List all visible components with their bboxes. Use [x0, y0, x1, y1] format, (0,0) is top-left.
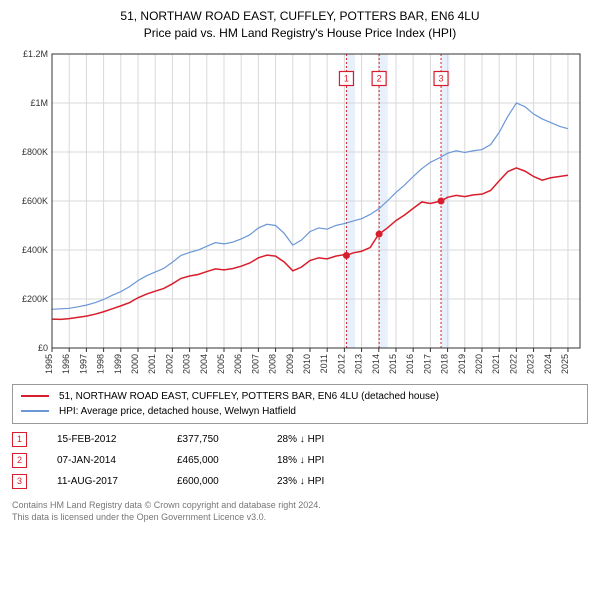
svg-text:2003: 2003 [182, 354, 192, 374]
svg-text:1997: 1997 [78, 354, 88, 374]
svg-text:2002: 2002 [164, 354, 174, 374]
svg-text:2008: 2008 [268, 354, 278, 374]
sale-row: 2 07-JAN-2014 £465,000 18% ↓ HPI [12, 453, 588, 468]
svg-text:£0: £0 [38, 343, 48, 353]
svg-text:£600K: £600K [22, 196, 48, 206]
svg-text:£200K: £200K [22, 294, 48, 304]
sale-date: 11-AUG-2017 [57, 476, 147, 487]
svg-text:1: 1 [344, 73, 349, 83]
sale-diff: 28% ↓ HPI [277, 434, 357, 445]
svg-text:£1M: £1M [30, 98, 48, 108]
svg-text:2007: 2007 [250, 354, 260, 374]
sale-table: 1 15-FEB-2012 £377,750 28% ↓ HPI 2 07-JA… [12, 432, 588, 489]
svg-text:2017: 2017 [422, 354, 432, 374]
svg-text:1996: 1996 [61, 354, 71, 374]
footer-line: Contains HM Land Registry data © Crown c… [12, 499, 588, 512]
svg-text:2004: 2004 [199, 354, 209, 374]
legend-item: HPI: Average price, detached house, Welw… [21, 404, 579, 419]
svg-text:2023: 2023 [526, 354, 536, 374]
svg-text:2009: 2009 [285, 354, 295, 374]
svg-text:£800K: £800K [22, 147, 48, 157]
svg-text:2: 2 [377, 73, 382, 83]
svg-text:3: 3 [439, 73, 444, 83]
svg-text:2001: 2001 [147, 354, 157, 374]
svg-text:£1.2M: £1.2M [23, 49, 48, 59]
legend-item: 51, NORTHAW ROAD EAST, CUFFLEY, POTTERS … [21, 389, 579, 404]
sale-row: 1 15-FEB-2012 £377,750 28% ↓ HPI [12, 432, 588, 447]
legend-swatch [21, 395, 49, 397]
title-subtitle: Price paid vs. HM Land Registry's House … [12, 25, 588, 42]
svg-text:2024: 2024 [543, 354, 553, 374]
legend-label: HPI: Average price, detached house, Welw… [59, 404, 296, 419]
sale-marker-icon: 2 [12, 453, 27, 468]
legend-box: 51, NORTHAW ROAD EAST, CUFFLEY, POTTERS … [12, 384, 588, 424]
sale-date: 07-JAN-2014 [57, 455, 147, 466]
title-address: 51, NORTHAW ROAD EAST, CUFFLEY, POTTERS … [12, 8, 588, 25]
svg-text:1999: 1999 [113, 354, 123, 374]
sale-price: £377,750 [177, 434, 247, 445]
sale-marker-icon: 1 [12, 432, 27, 447]
svg-text:1995: 1995 [44, 354, 54, 374]
svg-text:2018: 2018 [440, 354, 450, 374]
svg-text:2019: 2019 [457, 354, 467, 374]
svg-text:2021: 2021 [491, 354, 501, 374]
chart-container: 51, NORTHAW ROAD EAST, CUFFLEY, POTTERS … [0, 0, 600, 590]
svg-text:2025: 2025 [560, 354, 570, 374]
legend-swatch [21, 410, 49, 412]
sale-date: 15-FEB-2012 [57, 434, 147, 445]
svg-text:2014: 2014 [371, 354, 381, 374]
legend-label: 51, NORTHAW ROAD EAST, CUFFLEY, POTTERS … [59, 389, 439, 404]
sale-marker-icon: 3 [12, 474, 27, 489]
footer-line: This data is licensed under the Open Gov… [12, 511, 588, 524]
sale-diff: 23% ↓ HPI [277, 476, 357, 487]
svg-text:2020: 2020 [474, 354, 484, 374]
svg-text:2000: 2000 [130, 354, 140, 374]
title-block: 51, NORTHAW ROAD EAST, CUFFLEY, POTTERS … [12, 8, 588, 42]
svg-text:2015: 2015 [388, 354, 398, 374]
chart-plot: £0 £200K £400K £600K £800K £1M £1.2M 1995 1996 19… [12, 48, 588, 378]
svg-text:2022: 2022 [508, 354, 518, 374]
sale-diff: 18% ↓ HPI [277, 455, 357, 466]
svg-text:2016: 2016 [405, 354, 415, 374]
svg-text:1998: 1998 [96, 354, 106, 374]
svg-text:£400K: £400K [22, 245, 48, 255]
footer-attribution: Contains HM Land Registry data © Crown c… [12, 499, 588, 524]
svg-text:2010: 2010 [302, 354, 312, 374]
svg-text:2005: 2005 [216, 354, 226, 374]
svg-text:2006: 2006 [233, 354, 243, 374]
svg-text:2011: 2011 [319, 354, 329, 373]
sale-row: 3 11-AUG-2017 £600,000 23% ↓ HPI [12, 474, 588, 489]
sale-price: £600,000 [177, 476, 247, 487]
svg-text:2013: 2013 [354, 354, 364, 374]
sale-price: £465,000 [177, 455, 247, 466]
svg-text:2012: 2012 [336, 354, 346, 374]
